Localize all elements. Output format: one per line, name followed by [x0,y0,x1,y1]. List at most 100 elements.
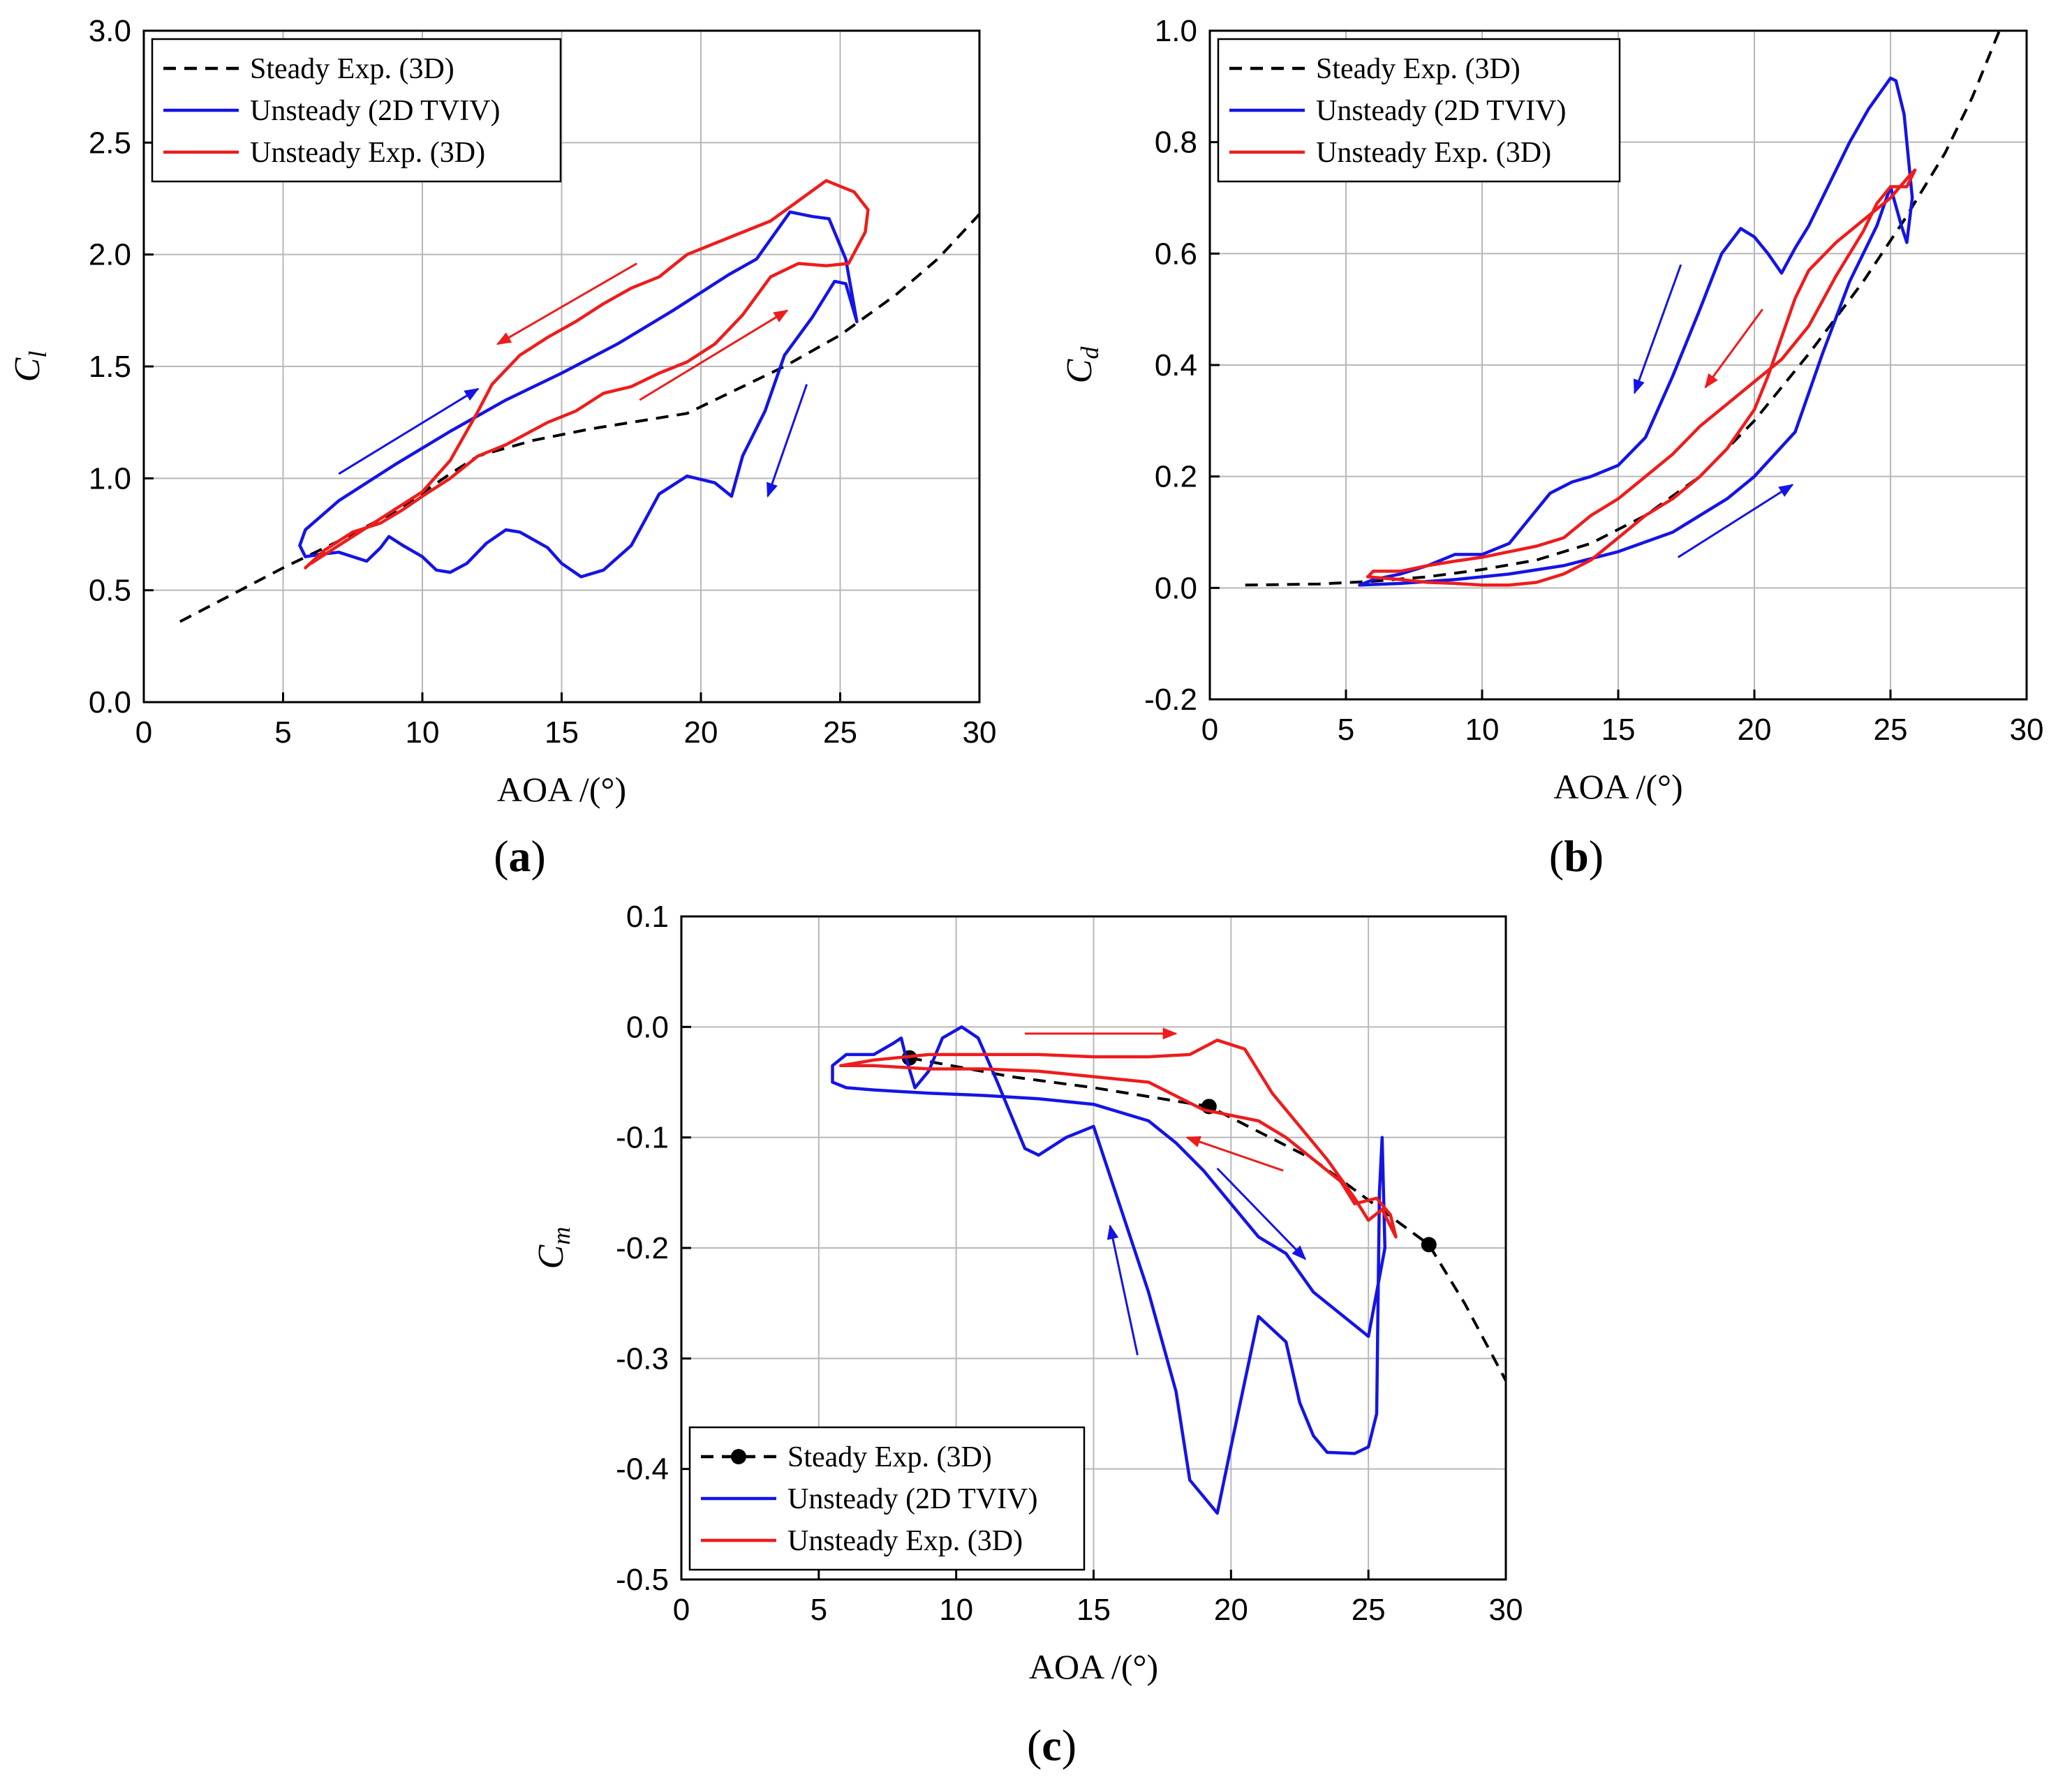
panel-a-legend: Steady Exp. (3D) Unsteady (2D TVIV) Unstea… [151,38,562,183]
panel-a-ytick-label: 1.0 [89,461,131,496]
panel-a-direction-arrow [767,384,808,498]
panel-b-y-axis-title: Cd [1060,346,1104,384]
panel-c-legend: Steady Exp. (3D) Unsteady (2D TVIV) Unstea… [688,1426,1086,1571]
panel-c-ytick-label: -0.3 [616,1341,669,1376]
panel-b-label: (b) [1549,831,1604,881]
panel-c-ytick-label: -0.5 [616,1563,669,1597]
panel-b-arrows [1633,264,1794,558]
panel-a: 0 5 10 15 20 25 30 0.0 0.5 1.0 1.5 2.0 2.5 3.0 Steady… [8,14,996,881]
panel-a-label-letter: a [509,831,531,881]
panel-b-xtick-label: 15 [1601,713,1636,747]
panel-c-xtick-label: 5 [811,1593,827,1627]
panel-b-direction-arrow [1704,308,1763,389]
panel-c-y-axis-sub: m [547,1227,575,1245]
panel-a-direction-arrow [338,387,480,475]
panel-b-ytick-label: -0.2 [1144,683,1197,717]
panel-c-series-unsteady-exp [839,1039,1398,1239]
panel-a-xtick-label: 20 [684,715,718,750]
panel-a-xtick-label: 25 [823,715,857,750]
panel-c-ytick-label: -0.2 [616,1231,669,1265]
panel-b-y-axis-main: C [1060,358,1100,383]
panel-b-xtick-label: 10 [1465,713,1500,747]
panel-a-legend-label: Steady Exp. (3D) [250,53,454,85]
panel-a-series-unsteady-exp [304,179,870,570]
panel-b-ytick-label: 0.8 [1155,126,1197,160]
panel-c-y-axis-title: Cm [531,1227,575,1270]
panel-a-y-axis-title: Cl [8,351,52,382]
panel-a-ytick-label: 2.5 [89,126,131,160]
panel-b-label-close: ) [1589,831,1604,881]
panel-a-xtick-label: 10 [406,715,440,750]
panel-b-grid [1210,31,2027,699]
panel-c: 0 5 10 15 20 25 30 -0.5 -0.4 -0.3 -0.2 -0.1 0.0 0.1 S… [531,900,1523,1770]
panel-a-series [179,179,981,623]
panel-c-ytick-label: 0.0 [626,1010,669,1044]
panel-a-x-axis-title: AOA /(°) [497,770,626,809]
panel-c-series-unsteady-2d-tviv [831,1025,1387,1515]
panel-a-series-unsteady-2d-tviv [298,210,859,579]
panel-a-ytick-label: 1.5 [89,350,131,384]
panel-c-direction-arrow [1216,1167,1307,1261]
panel-b-series [1245,30,2001,587]
panel-a-legend-label: Unsteady (2D TVIV) [250,95,500,127]
panel-b-ticks: 0 5 10 15 20 25 30 -0.2 0.0 0.2 0.4 0.6 0.8 1.0 [1144,14,2043,747]
panel-a-ytick-label: 2.0 [89,238,131,272]
panel-c-ytick-label: -0.1 [616,1121,669,1155]
panel-c-label-close: ) [1062,1720,1076,1770]
panel-c-xtick-label: 15 [1076,1593,1111,1627]
panel-c-ticks: 0 5 10 15 20 25 30 -0.5 -0.4 -0.3 -0.2 -0.1 0.0 0.1 [616,900,1523,1627]
panel-b-y-axis-sub: d [1076,346,1104,359]
panel-b-ytick-label: 0.2 [1155,460,1197,494]
panel-c-label-open: ( [1027,1720,1042,1770]
panel-b-ytick-label: 1.0 [1155,14,1197,48]
panel-b-direction-arrow [1677,484,1794,558]
panel-b-direction-arrow [1633,264,1682,394]
panel-a-ytick-label: 0.0 [89,685,131,720]
panel-b-ytick-label: 0.0 [1155,571,1197,605]
panel-a-legend-label: Unsteady Exp. (3D) [250,137,485,169]
panel-c-xtick-label: 0 [673,1593,690,1627]
panel-c-direction-arrow [1185,1136,1284,1172]
panel-a-ticks: 0 5 10 15 20 25 30 0.0 0.5 1.0 1.5 2.0 2.5 3.0 [89,14,997,750]
panel-c-xtick-label: 20 [1214,1593,1248,1627]
panel-a-ytick-label: 0.5 [89,574,131,608]
panel-c-y-axis-main: C [531,1244,571,1269]
panel-b-ytick-label: 0.6 [1155,237,1197,271]
panel-b-x-axis-title: AOA /(°) [1553,767,1682,806]
panel-b-ytick-label: 0.4 [1155,348,1197,382]
panel-a-direction-arrow [496,262,637,345]
panel-a-xtick-label: 0 [135,715,152,750]
panel-a-arrows [338,262,808,498]
panel-c-label-letter: c [1042,1720,1061,1770]
panel-b-series-unsteady-exp [1366,168,1917,587]
panel-c-legend-marker [731,1449,746,1464]
panel-b-xtick-label: 5 [1338,713,1354,747]
panel-b-xtick-label: 0 [1201,713,1218,747]
panel-c-xtick-label: 30 [1489,1593,1523,1627]
panel-b-xtick-label: 20 [1738,713,1772,747]
panel-a-y-axis-sub: l [24,351,52,358]
panel-c-label: (c) [1027,1720,1076,1770]
panel-c-arrows [1025,1027,1307,1355]
panel-b-label-letter: b [1564,831,1589,881]
panel-c-series [831,1025,1507,1515]
panel-c-ytick-label: 0.1 [626,900,669,934]
panel-a-label: (a) [494,831,546,881]
panel-c-ytick-label: -0.4 [616,1452,669,1487]
panel-c-steady-marker [1421,1237,1437,1253]
panel-c-legend-label: Unsteady (2D TVIV) [787,1483,1037,1515]
panel-b-label-open: ( [1549,831,1564,881]
panel-b-series-unsteady-2d-tviv [1358,76,1914,587]
panel-a-xtick-label: 15 [545,715,579,750]
panel-c-legend-label: Steady Exp. (3D) [787,1441,992,1473]
panel-a-y-axis-main: C [8,357,47,382]
panel-b-xtick-label: 30 [2010,713,2044,747]
panel-c-xtick-label: 25 [1352,1593,1386,1627]
panel-a-label-open: ( [494,831,508,881]
panel-b-legend-label: Unsteady (2D TVIV) [1316,95,1566,127]
panel-c-legend-label: Unsteady Exp. (3D) [787,1525,1023,1557]
panel-b-legend: Steady Exp. (3D) Unsteady (2D TVIV) Unstea… [1217,38,1621,183]
panel-c-direction-arrow [1107,1224,1139,1355]
panel-c-x-axis-title: AOA /(°) [1029,1647,1158,1686]
